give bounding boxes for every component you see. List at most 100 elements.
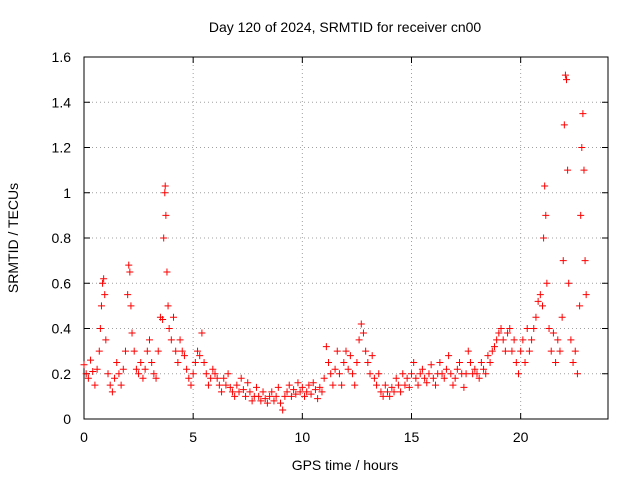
data-point (549, 329, 557, 337)
data-point (427, 361, 435, 369)
data-point (556, 347, 564, 355)
data-point (519, 336, 527, 344)
data-point (187, 381, 195, 389)
data-point (121, 347, 129, 355)
data-point (440, 374, 448, 382)
data-point (545, 325, 553, 332)
data-point (447, 370, 455, 378)
data-point (141, 365, 149, 373)
data-point (176, 336, 184, 344)
data-point (150, 370, 158, 378)
data-point (405, 383, 413, 391)
data-point (421, 374, 429, 382)
data-point (493, 336, 501, 344)
data-point (161, 189, 169, 197)
data-point (154, 347, 162, 355)
data-point (89, 367, 97, 375)
data-point (307, 390, 315, 398)
data-point (390, 388, 398, 396)
data-point (462, 370, 470, 378)
data-point (152, 374, 160, 382)
data-point (573, 370, 581, 378)
data-point (209, 365, 217, 373)
data-point (185, 374, 193, 382)
data-point (132, 365, 140, 373)
data-point (504, 329, 512, 337)
data-point (442, 365, 450, 373)
data-point (495, 329, 503, 337)
data-point (325, 358, 333, 366)
data-point (401, 381, 409, 389)
data-point (117, 381, 125, 389)
data-point (381, 381, 389, 389)
data-point (180, 352, 188, 360)
data-point (277, 399, 284, 407)
data-point (93, 365, 101, 373)
data-point (231, 392, 239, 400)
data-point (314, 395, 322, 403)
data-point (130, 347, 138, 355)
data-point (506, 325, 514, 332)
data-point (257, 397, 265, 405)
data-point (159, 315, 167, 323)
data-point (460, 383, 468, 391)
x-tick-label: 0 (80, 429, 88, 445)
data-point (126, 268, 134, 276)
data-point (320, 374, 328, 382)
data-point (512, 358, 520, 366)
data-points (80, 71, 590, 414)
data-point (359, 329, 367, 337)
data-point (377, 388, 385, 396)
data-point (464, 347, 472, 355)
data-point (111, 374, 119, 382)
data-point (233, 381, 241, 389)
data-point (362, 347, 370, 355)
data-point (127, 302, 135, 310)
data-point (582, 291, 590, 299)
data-point (95, 347, 103, 355)
data-point (263, 399, 271, 407)
data-point (294, 379, 302, 387)
data-point (91, 381, 99, 389)
data-point (564, 166, 572, 174)
data-point (305, 381, 313, 389)
data-point (488, 347, 496, 355)
data-point (237, 374, 245, 382)
data-point (99, 279, 107, 287)
data-point (560, 121, 568, 129)
data-point (438, 370, 446, 378)
data-point (565, 279, 573, 287)
data-point (536, 291, 544, 299)
data-point (355, 336, 363, 344)
data-point (255, 392, 263, 400)
x-tick-label: 10 (295, 429, 311, 445)
data-point (102, 336, 110, 344)
data-point (346, 352, 354, 360)
data-point (135, 370, 143, 378)
data-point (146, 336, 153, 344)
data-point (97, 302, 105, 310)
data-point (581, 257, 589, 265)
data-point (268, 388, 276, 396)
data-point (239, 386, 247, 394)
data-point (567, 336, 575, 344)
data-point (270, 397, 278, 405)
data-point (170, 313, 178, 321)
data-point (242, 392, 250, 400)
data-point (164, 302, 172, 310)
data-point (191, 358, 199, 366)
data-point (532, 313, 540, 321)
data-point (558, 313, 566, 321)
data-point (508, 347, 516, 355)
data-point (340, 358, 348, 366)
x-tick-label: 15 (404, 429, 420, 445)
data-point (331, 365, 339, 373)
data-point (451, 374, 459, 382)
y-tick-labels: 0 0.2 0.4 0.6 0.8 1 1.2 1.4 1.6 (52, 49, 72, 427)
data-point (172, 347, 180, 355)
y-tick-label: 1.2 (52, 140, 72, 156)
data-point (571, 347, 579, 355)
data-point (580, 166, 588, 174)
data-point (521, 358, 529, 366)
